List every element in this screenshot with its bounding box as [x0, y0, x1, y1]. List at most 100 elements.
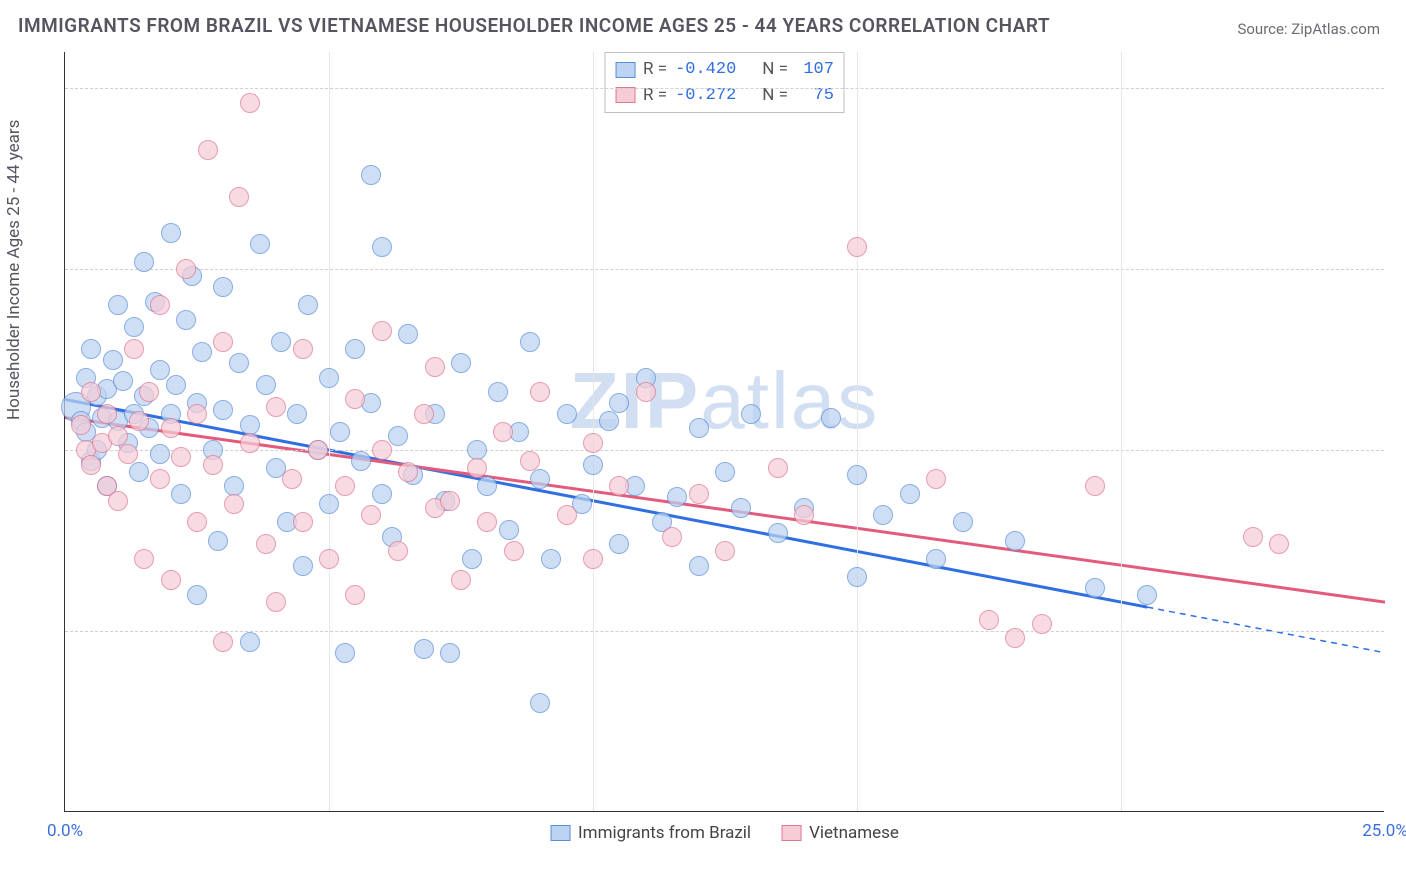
- legend-row: R =-0.420N =107: [615, 57, 834, 83]
- data-point: [335, 643, 355, 663]
- data-point: [287, 404, 307, 424]
- hgrid: [65, 269, 1384, 270]
- data-point: [256, 375, 276, 395]
- data-point: [335, 476, 355, 496]
- data-point: [213, 400, 233, 420]
- vgrid: [857, 52, 858, 811]
- data-point: [345, 389, 365, 409]
- data-point: [388, 541, 408, 561]
- data-point: [129, 462, 149, 482]
- data-point: [583, 549, 603, 569]
- data-point: [271, 332, 291, 352]
- data-point: [541, 549, 561, 569]
- data-point: [150, 469, 170, 489]
- data-point: [198, 140, 218, 160]
- chart-title: IMMIGRANTS FROM BRAZIL VS VIETNAMESE HOU…: [18, 14, 1050, 37]
- data-point: [192, 342, 212, 362]
- data-point: [108, 426, 128, 446]
- data-point: [715, 541, 735, 561]
- x-tick-label: 0.0%: [47, 821, 83, 841]
- data-point: [689, 484, 709, 504]
- data-point: [662, 527, 682, 547]
- data-point: [499, 520, 519, 540]
- data-point: [213, 332, 233, 352]
- data-point: [81, 455, 101, 475]
- data-point: [520, 451, 540, 471]
- data-point: [477, 476, 497, 496]
- data-point: [689, 556, 709, 576]
- data-point: [768, 458, 788, 478]
- data-point: [847, 567, 867, 587]
- legend-row: R =-0.272N =75: [615, 83, 834, 109]
- data-point: [451, 353, 471, 373]
- data-point: [467, 440, 487, 460]
- data-point: [1269, 534, 1289, 554]
- data-point: [1005, 531, 1025, 551]
- data-point: [462, 549, 482, 569]
- data-point: [240, 93, 260, 113]
- data-point: [97, 404, 117, 424]
- data-point: [372, 484, 392, 504]
- data-point: [609, 476, 629, 496]
- data-point: [224, 494, 244, 514]
- data-point: [440, 491, 460, 511]
- data-point: [103, 350, 123, 370]
- x-tick-label: 25.0%: [1362, 821, 1406, 841]
- data-point: [129, 411, 149, 431]
- data-point: [108, 295, 128, 315]
- data-point: [388, 426, 408, 446]
- data-point: [161, 570, 181, 590]
- data-point: [847, 465, 867, 485]
- data-point: [150, 360, 170, 380]
- data-point: [372, 321, 392, 341]
- data-point: [293, 512, 313, 532]
- data-point: [361, 505, 381, 525]
- data-point: [583, 433, 603, 453]
- data-point: [1032, 614, 1052, 634]
- data-point: [266, 397, 286, 417]
- data-point: [361, 165, 381, 185]
- data-point: [330, 422, 350, 442]
- data-point: [298, 295, 318, 315]
- data-point: [398, 324, 418, 344]
- data-point: [345, 339, 365, 359]
- data-point: [176, 259, 196, 279]
- data-point: [229, 187, 249, 207]
- data-point: [372, 237, 392, 257]
- data-point: [520, 332, 540, 352]
- data-point: [213, 277, 233, 297]
- legend-item: Vietnamese: [781, 823, 899, 843]
- data-point: [636, 382, 656, 402]
- data-point: [847, 237, 867, 257]
- data-point: [1085, 578, 1105, 598]
- data-point: [1243, 527, 1263, 547]
- data-point: [150, 295, 170, 315]
- data-point: [171, 447, 191, 467]
- data-point: [953, 512, 973, 532]
- data-point: [161, 418, 181, 438]
- data-point: [741, 404, 761, 424]
- plot-area: ZIPatlas R =-0.420N =107R =-0.272N =75 I…: [64, 52, 1384, 812]
- data-point: [187, 404, 207, 424]
- data-point: [166, 375, 186, 395]
- data-point: [440, 643, 460, 663]
- data-point: [240, 433, 260, 453]
- data-point: [208, 531, 228, 551]
- data-point: [609, 534, 629, 554]
- data-point: [351, 451, 371, 471]
- data-point: [467, 458, 487, 478]
- data-point: [493, 422, 513, 442]
- data-point: [477, 512, 497, 532]
- data-point: [1005, 628, 1025, 648]
- data-point: [530, 469, 550, 489]
- data-point: [229, 353, 249, 373]
- data-point: [557, 505, 577, 525]
- data-point: [583, 455, 603, 475]
- y-tick-label: $200,000: [1390, 78, 1406, 98]
- data-point: [293, 556, 313, 576]
- data-point: [425, 357, 445, 377]
- data-point: [203, 455, 223, 475]
- data-point: [372, 440, 392, 460]
- data-point: [768, 523, 788, 543]
- data-point: [667, 487, 687, 507]
